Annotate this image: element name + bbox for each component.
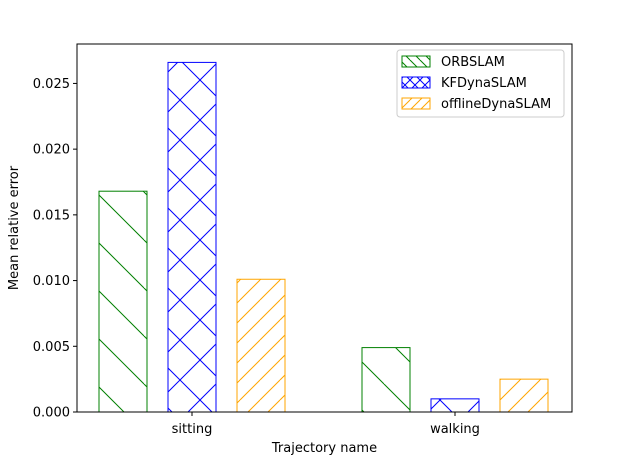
y-tick-label: 0.000 [33, 406, 70, 421]
x-tick-label: walking [430, 422, 480, 437]
legend-label: offlineDynaSLAM [441, 97, 551, 112]
legend-box [396, 49, 565, 118]
legend-swatch [401, 55, 431, 68]
y-tick-label: 0.020 [33, 143, 70, 158]
x-axis: sitting walking [172, 412, 480, 437]
bar-hatch-ORBSLAM-walking [361, 347, 411, 413]
x-tick-label: sitting [172, 422, 213, 437]
legend-swatch [401, 97, 431, 110]
bar-hatch-offlineDynaSLAM-sitting [236, 278, 286, 413]
legend-label: ORBSLAM [441, 55, 505, 70]
y-tick-label: 0.025 [33, 77, 70, 92]
y-tick-label: 0.005 [33, 340, 70, 355]
plot-frame [76, 43, 573, 413]
y-axis-title: Mean relative error [7, 165, 22, 290]
legend-label: KFDynaSLAM [441, 76, 527, 91]
legend-swatch [401, 76, 431, 89]
bar-hatch-KFDynaSLAM-sitting [167, 61, 217, 413]
bar-hatch-ORBSLAM-sitting [98, 190, 148, 413]
y-axis: 0.000 0.005 0.010 0.015 0.020 0.025 [33, 77, 77, 421]
x-axis-title: Trajectory name [271, 441, 377, 456]
bar-hatch-KFDynaSLAM-walking [430, 398, 480, 413]
bar-hatch-offlineDynaSLAM-walking [499, 378, 549, 413]
y-tick-label: 0.015 [33, 208, 70, 223]
bars-layer [98, 61, 549, 413]
legend: ORBSLAM KFDynaSLAM offlineDynaSLAM [396, 49, 565, 118]
y-tick-label: 0.010 [33, 274, 70, 289]
